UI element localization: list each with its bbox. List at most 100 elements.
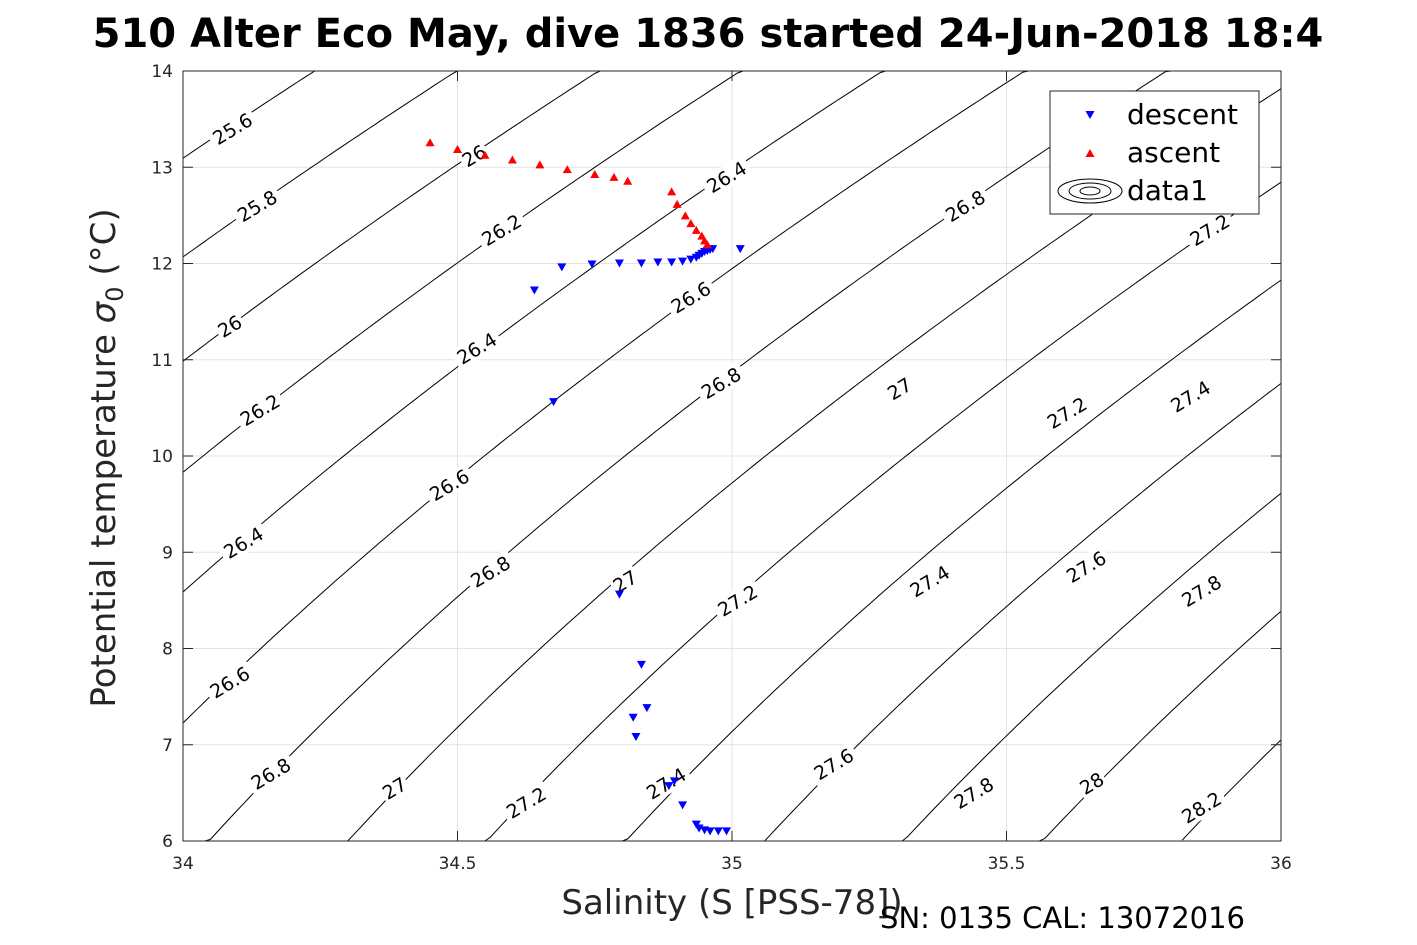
descent-point [669, 777, 679, 786]
legend-box [1049, 90, 1260, 215]
y-tick-label: 14 [151, 62, 173, 82]
legend-contour-icon [1057, 178, 1123, 204]
legend: descent ascent data1 [1049, 90, 1260, 215]
descent-point [678, 801, 688, 810]
contour-label: 27 [881, 371, 918, 406]
y-tick-label: 9 [162, 543, 173, 563]
descent-point [549, 398, 559, 407]
contour-label: 26 [212, 309, 248, 343]
contour-label: 26.6 [202, 659, 257, 705]
ascent-point [686, 219, 696, 228]
descent-point [614, 590, 624, 599]
x-tick-label: 34 [172, 854, 194, 874]
ascent-point [425, 138, 435, 147]
x-tick-label: 35 [721, 854, 743, 874]
contour-label: 26.8 [243, 751, 298, 796]
data-points [425, 138, 745, 836]
ascent-point [691, 225, 701, 234]
ascent-point [453, 144, 462, 153]
contour-label: 26.8 [693, 360, 749, 406]
contour-line [622, 279, 1282, 842]
y-tick-label: 10 [151, 447, 173, 467]
legend-descent-marker [1085, 111, 1095, 119]
contour-label: 27.6 [1059, 544, 1114, 590]
contour-label: 28 [1073, 766, 1110, 800]
contour-label: 27.2 [710, 578, 765, 623]
y-tick-label: 8 [162, 640, 173, 660]
contour-label: 25.6 [205, 106, 260, 152]
descent-point [631, 733, 641, 742]
descent-point [557, 263, 567, 272]
contour-label: 27.8 [946, 770, 1001, 816]
serial-calibration-note: SN: 0135 CAL: 13072016 [880, 901, 1245, 935]
ascent-point [507, 155, 517, 164]
y-tick-label: 12 [151, 255, 173, 275]
ascent-point [562, 165, 572, 174]
descent-point [636, 660, 646, 669]
contour-line [182, 70, 321, 159]
contour-label: 27.4 [1163, 373, 1218, 419]
y-tick-label: 7 [162, 736, 173, 756]
x-tick-label: 36 [1270, 854, 1292, 874]
contour-label-text: 27 [609, 566, 641, 597]
contour-label: 26.8 [463, 549, 518, 594]
ascent-point [680, 211, 690, 220]
x-tick-label: 34.5 [439, 854, 477, 874]
contour-label: 27.2 [499, 780, 554, 825]
x-tick-label: 35.5 [988, 854, 1026, 874]
contour-line [182, 70, 606, 362]
contour-label: 25.8 [230, 183, 285, 229]
y-tick-label: 13 [151, 158, 173, 178]
y-tick-label: 11 [151, 351, 173, 371]
contour-line [484, 181, 1282, 842]
ascent-point [672, 199, 682, 208]
contour-line [182, 70, 886, 593]
contour-label: 28.2 [1174, 784, 1229, 830]
contour-label: 27.6 [806, 741, 861, 787]
contour-line [1039, 610, 1282, 842]
y-axis-label: Potential temperature σ0 (°C) [84, 208, 129, 707]
ascent-point [609, 172, 619, 181]
contour-label-text: 28 [1076, 768, 1108, 799]
contour-line [204, 70, 1172, 842]
ascent-point [702, 240, 712, 249]
contour-label-text: 27 [884, 374, 916, 405]
descent-point [722, 827, 732, 836]
ascent-point [480, 150, 490, 159]
legend-data1-label: data1 [1127, 174, 1208, 207]
contour-labels: 25.62626.426.625.826.226.827.22626.626.4… [202, 106, 1237, 830]
contour-line [901, 492, 1282, 842]
contour-label: 27.4 [902, 558, 957, 604]
contour-label: 27 [376, 771, 413, 805]
ascent-point [535, 160, 545, 169]
descent-point [614, 259, 624, 268]
chart-title: 510 Alter Eco May, dive 1836 started 24-… [93, 11, 1324, 57]
legend-descent-label: descent [1127, 98, 1238, 131]
descent-point [653, 258, 663, 267]
contour-label-text: 27 [379, 773, 411, 804]
contour-label: 26.8 [938, 183, 993, 229]
descent-point [628, 713, 638, 722]
descent-point [642, 704, 652, 713]
legend-ascent-marker [1085, 149, 1095, 157]
descent-point [587, 260, 597, 269]
contour-label: 26.6 [422, 462, 477, 508]
contour-label: 26.4 [216, 520, 271, 565]
contour-label: 27 [607, 564, 643, 598]
contour-label: 26.2 [474, 207, 529, 253]
contour-label: 26.4 [699, 154, 754, 200]
descent-point [529, 286, 539, 295]
ascent-point [623, 176, 633, 185]
descent-point [667, 258, 677, 267]
descent-point [705, 827, 715, 836]
descent-point [664, 782, 674, 791]
descent-point [686, 255, 696, 264]
contour-label-text: 26 [214, 311, 246, 342]
contour-line [182, 70, 1029, 724]
contour-line [182, 70, 463, 258]
ascent-point [667, 187, 677, 196]
descent-point [636, 259, 646, 268]
descent-point [678, 257, 688, 266]
y-axis-ticks: 6 7 8 9 10 11 12 13 14 [151, 62, 1281, 852]
